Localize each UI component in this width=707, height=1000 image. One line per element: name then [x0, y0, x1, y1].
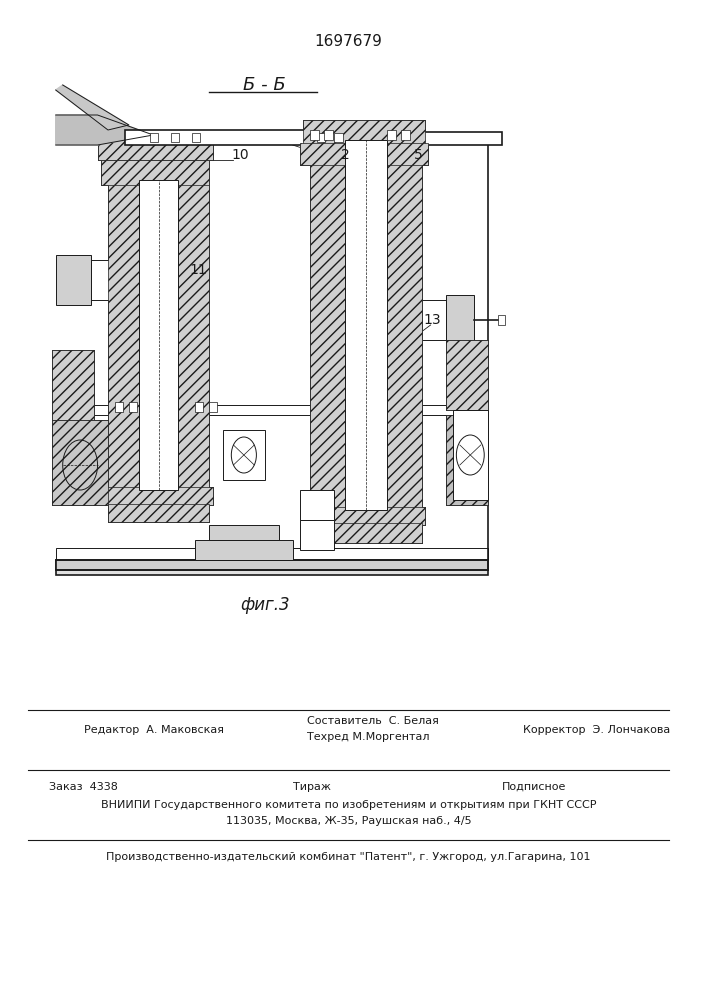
Text: Корректор  Э. Лончакова: Корректор Э. Лончакова — [522, 725, 670, 735]
Bar — [446, 340, 488, 410]
Bar — [52, 350, 94, 420]
Bar — [310, 523, 421, 543]
Bar — [101, 160, 209, 185]
Text: 10: 10 — [232, 148, 249, 162]
Text: Заказ  4338: Заказ 4338 — [49, 782, 117, 792]
Bar — [300, 143, 428, 165]
Bar — [334, 133, 343, 142]
Bar — [98, 140, 213, 160]
Bar — [52, 420, 108, 505]
Bar — [223, 430, 264, 480]
Bar — [387, 140, 421, 510]
Bar — [98, 487, 213, 505]
Bar — [90, 260, 112, 300]
Bar — [115, 402, 123, 412]
Bar — [345, 140, 387, 510]
Bar — [317, 133, 325, 142]
Bar — [170, 133, 179, 142]
Bar — [310, 130, 319, 140]
Bar — [195, 540, 293, 560]
Bar — [303, 120, 425, 145]
Bar — [421, 300, 446, 340]
Bar — [199, 263, 209, 275]
Bar — [195, 402, 204, 412]
Bar — [108, 180, 139, 490]
Bar — [446, 415, 488, 505]
Bar — [401, 130, 409, 140]
Bar — [300, 520, 334, 550]
Text: Тираж: Тираж — [293, 782, 331, 792]
Text: Техред М.Моргентал: Техред М.Моргентал — [307, 732, 429, 742]
Text: фиг.3: фиг.3 — [240, 596, 290, 614]
Bar — [300, 490, 334, 520]
Text: 1697679: 1697679 — [315, 34, 382, 49]
Bar — [108, 180, 139, 490]
Bar — [139, 180, 177, 490]
Bar — [300, 143, 428, 165]
Bar — [199, 283, 209, 295]
Bar — [303, 507, 425, 525]
Bar — [98, 487, 213, 505]
Bar — [446, 295, 474, 345]
Bar — [453, 410, 488, 500]
Bar — [101, 160, 209, 185]
Bar — [177, 180, 209, 490]
Bar — [209, 402, 217, 412]
Bar — [446, 340, 488, 410]
Text: 2: 2 — [341, 148, 349, 162]
Bar — [56, 560, 488, 575]
Bar — [446, 415, 488, 505]
Bar — [129, 402, 137, 412]
Text: 11: 11 — [189, 263, 207, 277]
Bar — [108, 504, 209, 522]
Polygon shape — [56, 85, 129, 130]
Text: Производственно-издательский комбинат "Патент", г. Ужгород, ул.Гагарина, 101: Производственно-издательский комбинат "П… — [106, 852, 590, 862]
Bar — [98, 140, 213, 160]
Bar — [303, 120, 425, 145]
Bar — [150, 133, 158, 142]
Bar — [192, 133, 200, 142]
Bar — [108, 504, 209, 522]
Bar — [303, 507, 425, 525]
Text: Б - Б: Б - Б — [243, 76, 286, 94]
Bar — [209, 525, 279, 540]
Bar — [125, 130, 390, 145]
Text: ВНИИПИ Государственного комитета по изобретениям и открытиям при ГКНТ СССР: ВНИИПИ Государственного комитета по изоб… — [100, 800, 596, 810]
Text: Подписное: Подписное — [502, 782, 566, 792]
Bar — [387, 130, 396, 140]
Bar — [52, 350, 94, 420]
Text: Редактор  А. Маковская: Редактор А. Маковская — [83, 725, 223, 735]
Bar — [310, 140, 345, 510]
Bar — [387, 140, 421, 510]
Bar — [177, 180, 209, 490]
Polygon shape — [56, 115, 153, 145]
Text: Составитель  С. Белая: Составитель С. Белая — [307, 716, 438, 726]
Text: 5: 5 — [414, 148, 422, 162]
Bar — [324, 130, 333, 140]
Bar — [310, 523, 421, 543]
Bar — [56, 560, 488, 570]
Text: 13: 13 — [423, 313, 440, 327]
Bar — [383, 132, 502, 145]
Text: 113035, Москва, Ж-35, Раушская наб., 4/5: 113035, Москва, Ж-35, Раушская наб., 4/5 — [226, 816, 471, 826]
Bar — [56, 548, 488, 560]
Bar — [52, 420, 108, 505]
Bar — [56, 255, 90, 305]
Bar — [498, 315, 505, 325]
Bar — [310, 140, 345, 510]
